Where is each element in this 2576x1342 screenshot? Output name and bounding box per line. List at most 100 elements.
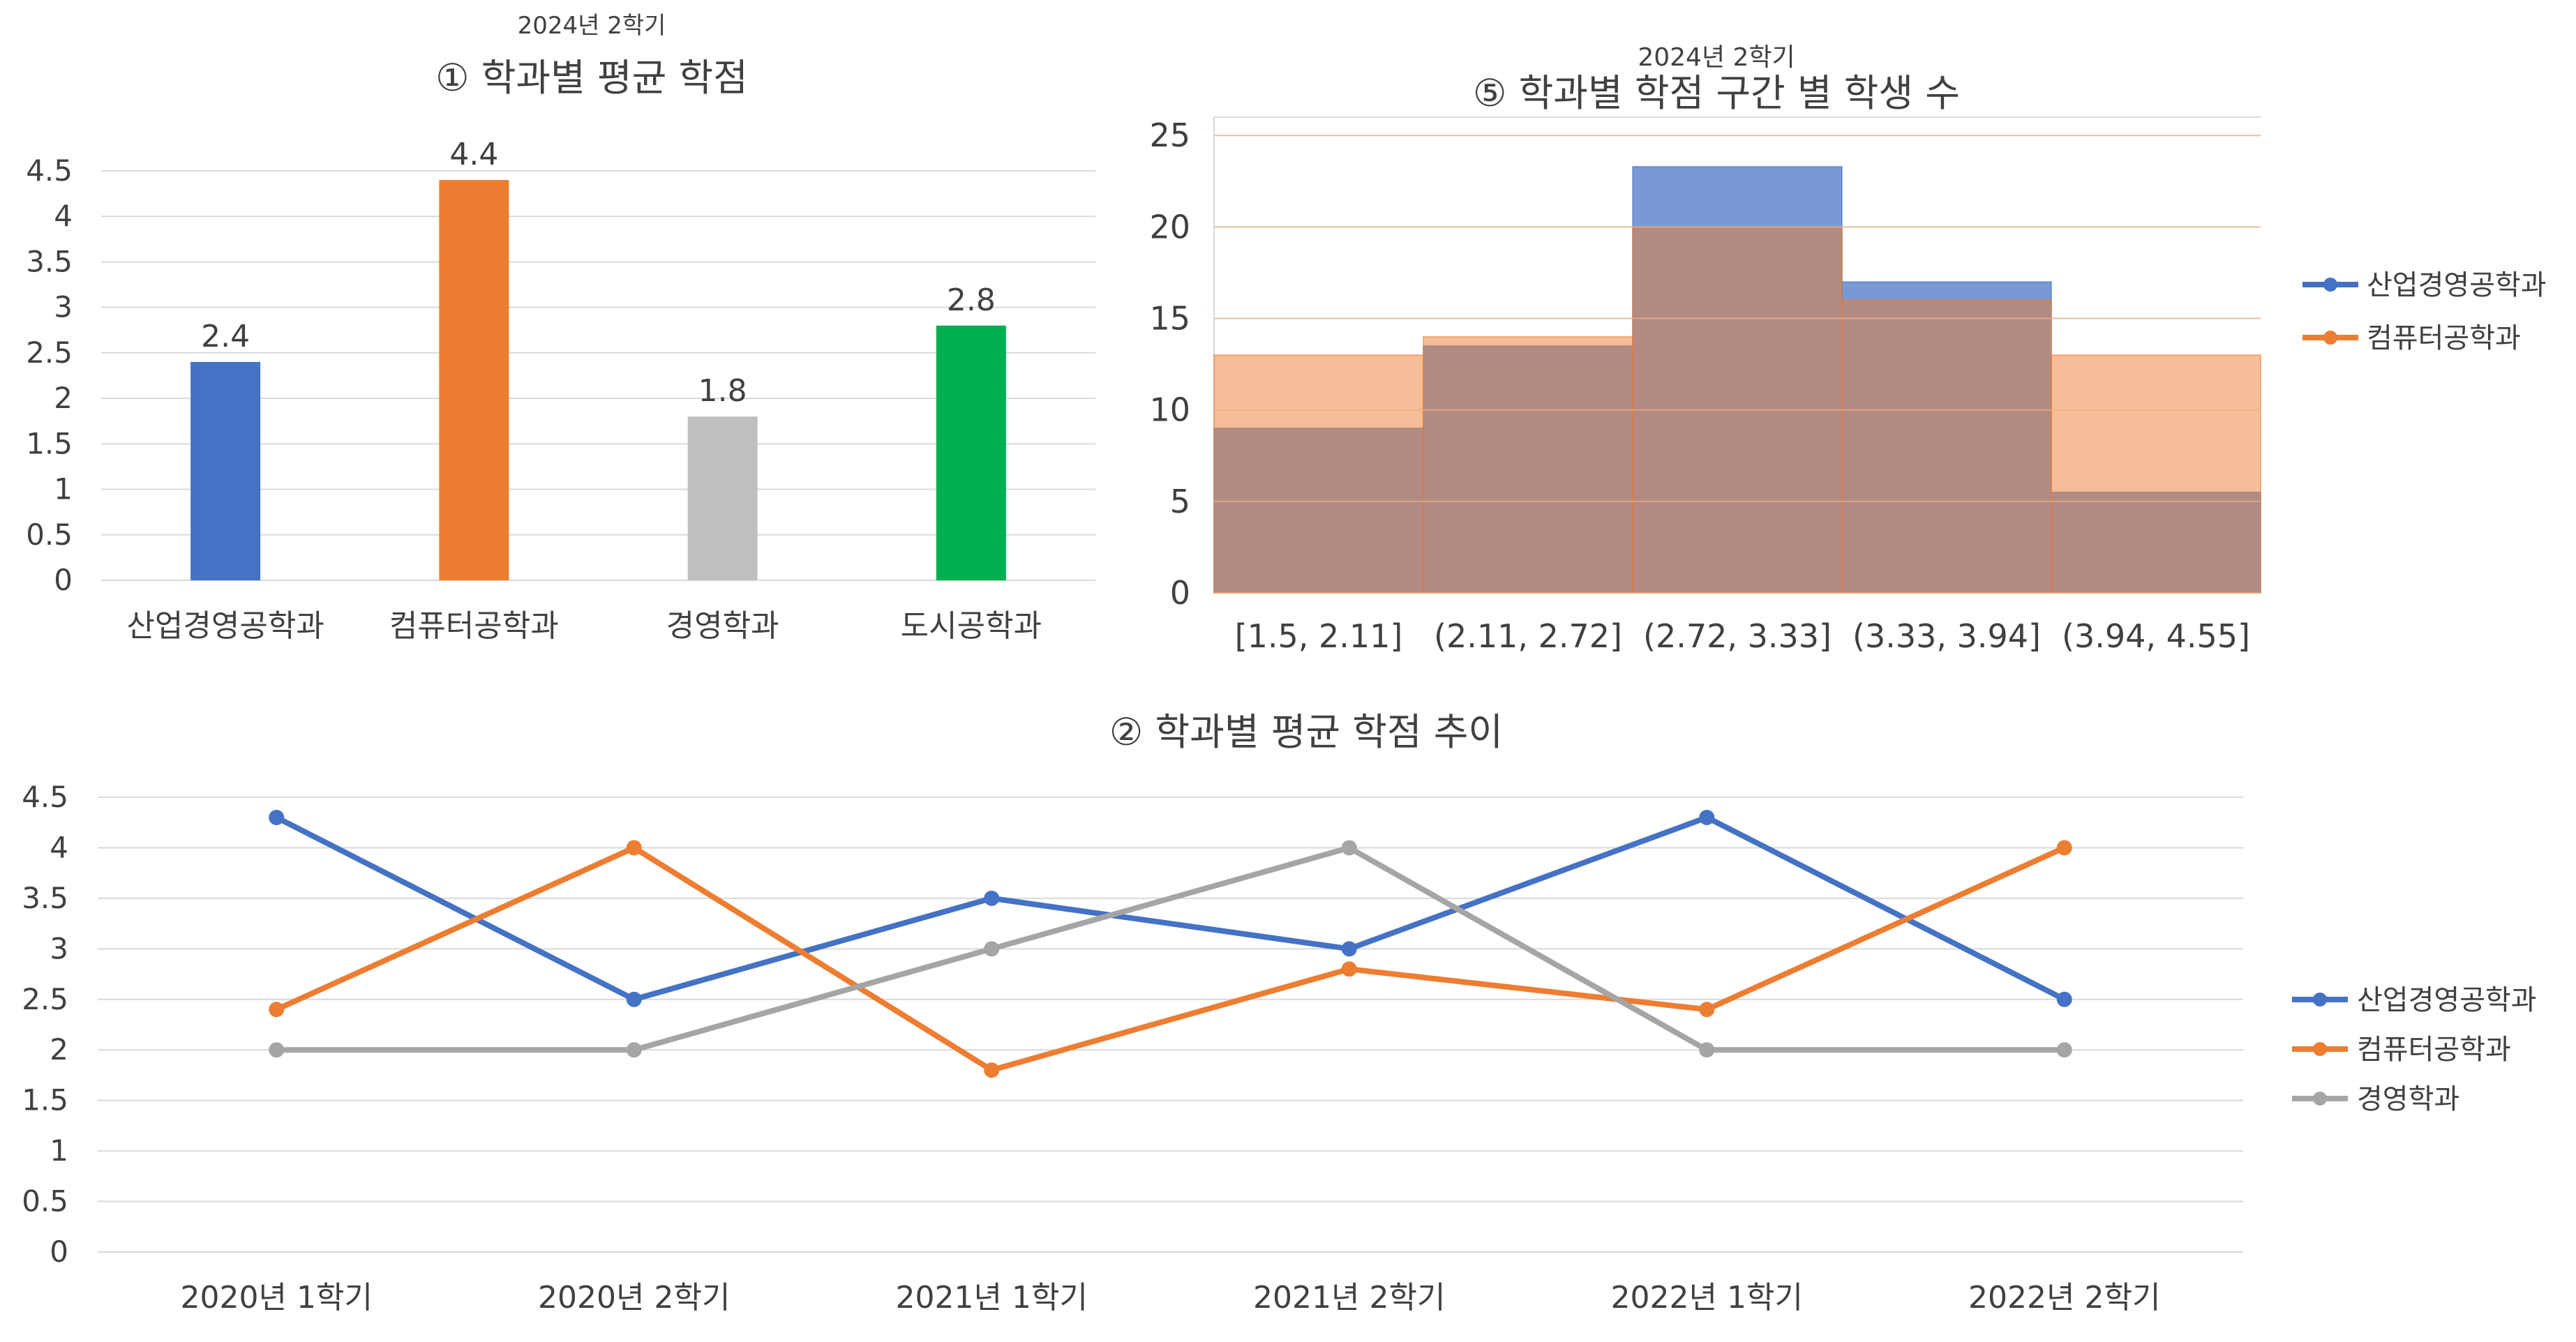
y-tick-label: 2.5 (26, 336, 73, 370)
series-line-0 (275, 814, 2066, 1002)
legend-marker (2313, 993, 2327, 1006)
x-tick-label: 2021년 1학기 (896, 1280, 1088, 1315)
x-tick-label: [1.5, 2.11] (1235, 617, 1403, 655)
x-tick-label: 경영학과 (666, 608, 779, 644)
x-tick-label: (3.94, 4.55] (2062, 617, 2250, 655)
bar-chart-gridlines (101, 170, 1095, 581)
bar-chart-data-labels: 2.4 4.4 1.8 2.8 (201, 137, 996, 409)
x-tick-label: (2.72, 3.33] (1643, 617, 1832, 655)
y-tick-label: 3.5 (22, 881, 68, 915)
legend-label: 산업경영공학과 (2357, 984, 2537, 1016)
histogram-bars (1213, 165, 2261, 594)
data-label: 4.4 (449, 137, 498, 172)
data-point-s2-1 (626, 1042, 642, 1058)
x-tick-label: 2022년 1학기 (1611, 1280, 1803, 1315)
y-tick-label: 0 (54, 563, 73, 597)
bar-chart-title: ① 학과별 평균 학점 (435, 56, 748, 100)
data-point-s2-4 (1699, 1042, 1715, 1058)
y-tick-label: 1.5 (22, 1083, 68, 1117)
data-point-s0-2 (984, 890, 1000, 906)
data-point-s2-3 (1341, 840, 1357, 856)
x-tick-label: 2021년 2학기 (1253, 1280, 1445, 1315)
y-tick-label: 5 (1170, 483, 1190, 520)
hist-bar-s1-1 (1423, 336, 1633, 594)
bar-chart-x-ticks: 산업경영공학과 컴퓨터공학과 경영학과 도시공학과 (126, 608, 1042, 644)
legend-marker (2323, 331, 2337, 345)
data-point-s0-4 (1699, 809, 1715, 825)
legend-marker (2313, 1042, 2327, 1056)
x-tick-label: 도시공학과 (901, 608, 1042, 644)
y-tick-label: 4.5 (22, 780, 68, 814)
x-tick-label: (2.11, 2.72] (1434, 617, 1622, 655)
y-tick-label: 3 (54, 290, 73, 324)
x-tick-label: 2022년 2학기 (1968, 1280, 2160, 1315)
data-label: 2.4 (201, 319, 250, 354)
data-point-s1-5 (2056, 840, 2072, 856)
data-point-s1-0 (269, 1002, 285, 1018)
y-tick-label: 0 (1170, 574, 1190, 612)
line-chart-series (269, 809, 2072, 1078)
x-tick-label: (3.33, 3.94] (1852, 617, 2041, 655)
histogram-supertitle: 2024년 2학기 (1638, 43, 1795, 72)
y-tick-label: 1.5 (26, 426, 73, 460)
y-tick-label: 1 (54, 472, 73, 506)
data-point-s0-5 (2056, 991, 2072, 1007)
bar-chart-y-ticks: 0 0.5 1 1.5 2 2.5 3 3.5 4 4.5 (26, 153, 73, 597)
legend-label: 컴퓨터공학과 (2367, 322, 2521, 354)
y-tick-label: 0.5 (22, 1184, 68, 1219)
legend-marker (2323, 278, 2337, 292)
histogram-title: ⑤ 학과별 학점 구간 별 학생 수 (1473, 71, 1960, 115)
histogram-gridlines-overlay (1214, 135, 2261, 594)
y-tick-label: 15 (1149, 300, 1190, 338)
y-tick-label: 25 (1149, 116, 1190, 154)
y-tick-label: 1 (50, 1133, 68, 1168)
line-chart-grade-trend: ② 학과별 평균 학점 추이 0 0.5 1 1.5 2 2.5 3 3.5 4 4.5 2020… (22, 710, 2536, 1315)
histogram-x-ticks: [1.5, 2.11] (2.11, 2.72] (2.72, 3.33] (3.33… (1235, 617, 2250, 655)
data-point-s0-3 (1341, 941, 1357, 957)
y-tick-label: 20 (1149, 208, 1190, 246)
y-tick-label: 4 (50, 830, 68, 864)
data-point-s1-2 (984, 1062, 1000, 1078)
line-chart-x-ticks: 2020년 1학기 2020년 2학기 2021년 1학기 2021년 2학기 2022… (181, 1280, 2161, 1315)
line-chart-title: ② 학과별 평균 학점 추이 (1109, 710, 1503, 754)
legend-label: 경영학과 (2357, 1083, 2459, 1115)
data-label: 2.8 (947, 282, 996, 318)
y-tick-label: 10 (1149, 391, 1190, 429)
bar-1 (439, 180, 509, 580)
line-chart-gridlines (98, 797, 2243, 1253)
data-label: 1.8 (698, 373, 747, 409)
hist-bar-s1-0 (1213, 354, 1424, 594)
data-point-s1-1 (626, 840, 642, 856)
histogram-grade-ranges: 2024년 2학기 ⑤ 학과별 학점 구간 별 학생 수 0510152025 … (1149, 43, 2546, 655)
line-chart-y-ticks: 0 0.5 1 1.5 2 2.5 3 3.5 4 4.5 (22, 780, 68, 1269)
x-tick-label: 컴퓨터공학과 (389, 608, 559, 644)
histogram-y-ticks: 0 5 10 15 20 25 (1149, 116, 1190, 612)
data-point-s1-3 (1341, 961, 1357, 977)
bar-2 (687, 416, 758, 580)
legend-marker (2313, 1092, 2327, 1106)
y-tick-label: 4.5 (26, 153, 73, 188)
hist-bar-s1-4 (2051, 354, 2261, 594)
bar-chart-supertitle: 2024년 2학기 (518, 12, 666, 40)
bar-3 (936, 325, 1006, 580)
x-tick-label: 산업경영공학과 (126, 608, 324, 644)
series-line-1 (275, 845, 2066, 1073)
y-tick-label: 0 (50, 1235, 68, 1269)
y-tick-label: 2.5 (22, 982, 68, 1016)
bar-chart-average-grade: 2024년 2학기 ① 학과별 평균 학점 0 0.5 1 1.5 2 2.5 3 3.5 4 4… (26, 12, 1095, 644)
y-tick-label: 3 (50, 931, 68, 965)
legend-label: 컴퓨터공학과 (2357, 1034, 2511, 1066)
x-tick-label: 2020년 1학기 (181, 1280, 373, 1315)
hist-bar-s1-3 (1841, 299, 2052, 594)
bar-chart-bars (190, 180, 1006, 580)
series-line-2 (276, 845, 2065, 1053)
bar-0 (190, 361, 261, 580)
data-point-s2-2 (984, 941, 1000, 957)
y-tick-label: 3.5 (26, 244, 73, 278)
data-point-s0-1 (626, 991, 642, 1007)
y-tick-label: 0.5 (26, 518, 73, 552)
